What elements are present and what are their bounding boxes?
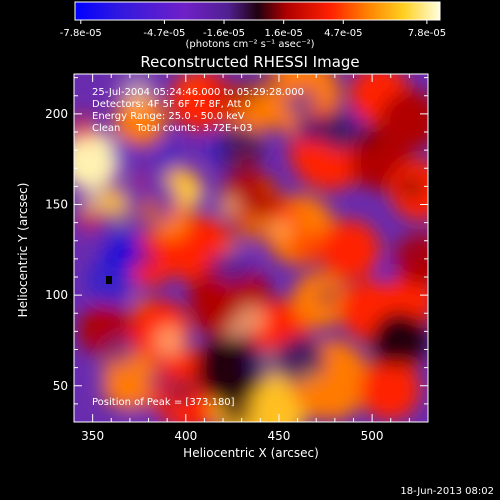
heatmap-blob — [289, 195, 320, 226]
x-axis-label: Heliocentric X (arcsec) — [183, 446, 319, 460]
heatmap-blob — [94, 373, 109, 388]
colorbar: -7.8e-05 -4.7e-05 -1.6e-05 1.6e-05 4.7e-05 7.… — [60, 1, 446, 39]
plot-frame — [73, 73, 429, 423]
heatmap-blob — [80, 190, 104, 215]
heatmap-blob — [235, 211, 269, 246]
heatmap-blob — [293, 113, 322, 142]
annotation-peak: Position of Peak = [373,180] — [92, 397, 235, 408]
heatmap-blob — [234, 303, 266, 335]
heatmap-blob — [218, 249, 253, 284]
heatmap-blob — [372, 312, 428, 368]
colorbar-tick-label: -1.6e-05 — [203, 28, 245, 39]
heatmap-blob — [222, 364, 249, 391]
annotation-method: Clean Total counts: 3.72E+03 — [92, 123, 253, 134]
heatmap-blob — [383, 264, 398, 279]
heatmap-blob — [99, 211, 135, 247]
colorbar-units-label: (photons cm⁻² s⁻¹ asec⁻²) — [185, 39, 315, 50]
heatmap-blob — [133, 173, 147, 187]
heatmap-blob — [130, 294, 148, 312]
heatmap-blob — [74, 113, 98, 143]
heatmap-blob — [206, 141, 229, 163]
y-tick-label: 200 — [45, 107, 68, 121]
footer-timestamp: 18-Jun-2013 08:02 — [400, 486, 494, 497]
annotation-detectors: Detectors: 4F 5F 6F 7F 8F, Att 0 — [92, 99, 252, 110]
heatmap-blob — [260, 74, 281, 93]
heatmap-blob — [101, 333, 136, 367]
heatmap-blob — [126, 80, 141, 94]
chart-title: Reconstructed RHESSI Image — [140, 53, 360, 71]
heatmap-blob — [407, 246, 421, 260]
heatmap-blob — [253, 404, 281, 422]
heatmap-blob — [259, 181, 276, 197]
colorbar-tick-label: 4.7e-05 — [324, 28, 362, 39]
heatmap-blob — [114, 94, 166, 146]
y-tick-label: 100 — [45, 288, 68, 302]
heatmap-blob — [345, 113, 362, 130]
colorbar-tick-label: 1.6e-05 — [264, 28, 302, 39]
heatmap-blob — [152, 141, 183, 172]
heatmap-blob — [219, 393, 253, 422]
heatmap-blob — [387, 358, 418, 389]
heatmap-blob — [274, 220, 289, 235]
heatmap-blob — [168, 376, 196, 404]
x-tick-label: 450 — [267, 429, 290, 443]
colorbar-gradient — [74, 1, 441, 21]
y-axis-label: Heliocentric Y (arcsec) — [16, 182, 30, 318]
colorbar-tick-label: 7.8e-05 — [408, 28, 446, 39]
heatmap-blob — [291, 230, 326, 265]
minimum-marker — [106, 276, 112, 284]
y-tick-label: 50 — [53, 379, 68, 393]
x-tick-label: 350 — [81, 429, 104, 443]
heatmap-blob — [298, 367, 317, 386]
heatmap-blob — [320, 220, 380, 280]
heatmap-blob — [146, 370, 171, 394]
heatmap-blob — [170, 74, 230, 130]
heatmap-blob — [135, 247, 155, 268]
annotation-energy: Energy Range: 25.0 - 50.0 keV — [92, 111, 245, 122]
heatmap-blob — [184, 76, 198, 91]
heatmap-blob — [122, 405, 146, 422]
colorbar-ticks: -7.8e-05 -4.7e-05 -1.6e-05 1.6e-05 4.7e-05 7.… — [60, 20, 446, 39]
heatmap-blob — [153, 324, 187, 358]
heatmap-blob — [191, 188, 206, 203]
heatmap-blob — [400, 175, 424, 199]
x-tick-label: 500 — [361, 429, 384, 443]
annotation-time-range: 25-Jul-2004 05:24:46.000 to 05:29:28.000 — [92, 87, 304, 98]
heatmap-blob — [318, 287, 338, 306]
heatmap-blob — [357, 125, 379, 147]
x-tick-label: 400 — [174, 429, 197, 443]
heatmap-blob — [248, 346, 281, 380]
heatmap-blob — [394, 234, 428, 286]
heatmap-blob — [234, 150, 257, 173]
heatmap-blob — [135, 196, 165, 226]
colorbar-tick-label: -4.7e-05 — [143, 28, 185, 39]
axes: 350 400 450 500 50 100 150 200 — [45, 74, 429, 443]
heatmap-blob — [217, 192, 243, 218]
heatmap-blob — [212, 82, 248, 118]
heatmap-blob — [284, 93, 306, 115]
colorbar-tick-label: -7.8e-05 — [60, 28, 102, 39]
y-tick-label: 150 — [45, 198, 68, 212]
heatmap-blob — [162, 400, 175, 413]
heatmap-blob — [74, 130, 120, 190]
heatmap-blob — [110, 140, 134, 164]
